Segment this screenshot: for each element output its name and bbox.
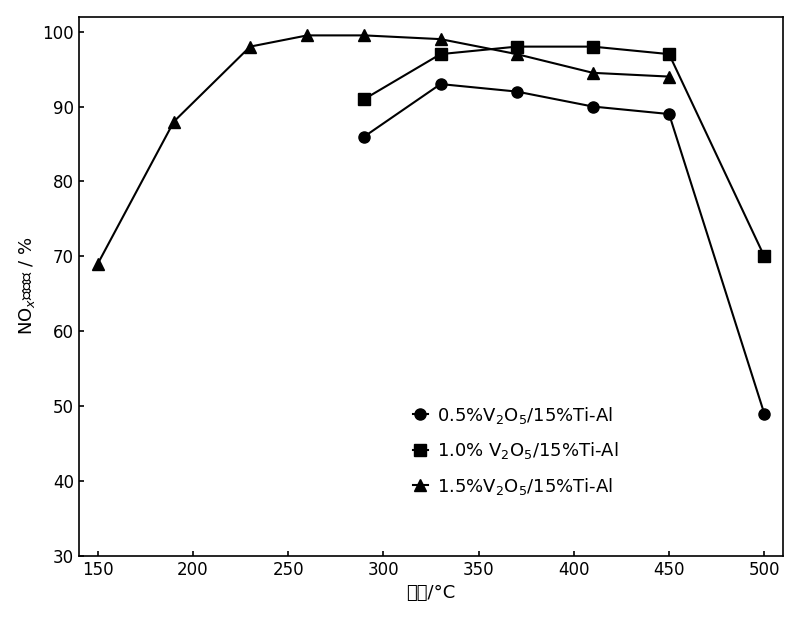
1.0% V$_2$O$_5$/15%Ti-Al	[588, 43, 598, 50]
1.5%V$_2$O$_5$/15%Ti-Al	[512, 50, 522, 58]
Legend: 0.5%V$_2$O$_5$/15%Ti-Al, 1.0% V$_2$O$_5$/15%Ti-Al, 1.5%V$_2$O$_5$/15%Ti-Al: 0.5%V$_2$O$_5$/15%Ti-Al, 1.0% V$_2$O$_5$…	[406, 397, 626, 504]
1.5%V$_2$O$_5$/15%Ti-Al	[302, 32, 312, 39]
1.5%V$_2$O$_5$/15%Ti-Al	[93, 260, 102, 267]
1.5%V$_2$O$_5$/15%Ti-Al	[588, 69, 598, 77]
0.5%V$_2$O$_5$/15%Ti-Al	[759, 410, 769, 417]
0.5%V$_2$O$_5$/15%Ti-Al	[588, 103, 598, 110]
1.0% V$_2$O$_5$/15%Ti-Al	[359, 95, 369, 103]
1.5%V$_2$O$_5$/15%Ti-Al	[436, 35, 446, 43]
1.0% V$_2$O$_5$/15%Ti-Al	[759, 253, 769, 260]
1.5%V$_2$O$_5$/15%Ti-Al	[169, 118, 178, 125]
1.5%V$_2$O$_5$/15%Ti-Al	[359, 32, 369, 39]
Line: 0.5%V$_2$O$_5$/15%Ti-Al: 0.5%V$_2$O$_5$/15%Ti-Al	[359, 79, 770, 419]
1.5%V$_2$O$_5$/15%Ti-Al	[664, 73, 674, 80]
Line: 1.5%V$_2$O$_5$/15%Ti-Al: 1.5%V$_2$O$_5$/15%Ti-Al	[92, 30, 674, 269]
Line: 1.0% V$_2$O$_5$/15%Ti-Al: 1.0% V$_2$O$_5$/15%Ti-Al	[359, 41, 770, 262]
1.5%V$_2$O$_5$/15%Ti-Al	[246, 43, 255, 50]
Y-axis label: NO$_x$去除率 / %: NO$_x$去除率 / %	[17, 237, 37, 335]
0.5%V$_2$O$_5$/15%Ti-Al	[512, 88, 522, 95]
0.5%V$_2$O$_5$/15%Ti-Al	[436, 80, 446, 88]
1.0% V$_2$O$_5$/15%Ti-Al	[512, 43, 522, 50]
0.5%V$_2$O$_5$/15%Ti-Al	[664, 110, 674, 118]
X-axis label: 温度/°C: 温度/°C	[406, 584, 456, 602]
1.0% V$_2$O$_5$/15%Ti-Al	[664, 50, 674, 58]
1.0% V$_2$O$_5$/15%Ti-Al	[436, 50, 446, 58]
0.5%V$_2$O$_5$/15%Ti-Al	[359, 133, 369, 141]
